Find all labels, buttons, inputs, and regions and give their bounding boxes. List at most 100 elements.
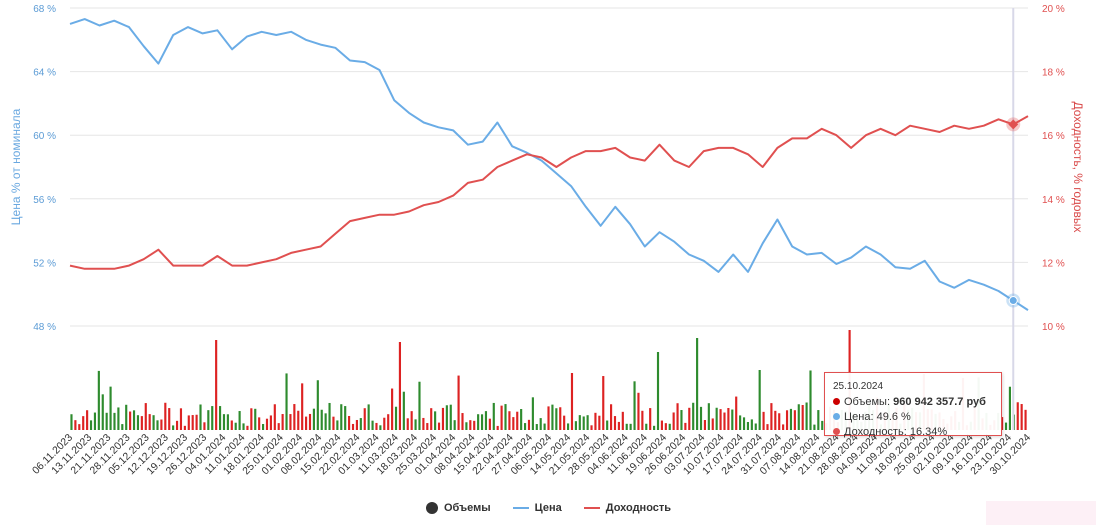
- volume-bar: [332, 416, 335, 430]
- volume-bar: [250, 408, 253, 430]
- volume-bar: [461, 413, 464, 430]
- volume-bar: [754, 423, 757, 430]
- volume-bar: [437, 422, 441, 430]
- volume-bar: [578, 415, 581, 430]
- y-right-tick-label: 14 %: [1042, 195, 1065, 206]
- volume-bar: [351, 423, 355, 430]
- yield-hover-marker: [1008, 119, 1019, 130]
- volume-bar: [258, 417, 261, 430]
- volume-bar: [277, 423, 280, 430]
- volume-bar: [1016, 402, 1019, 430]
- volume-bar: [520, 409, 523, 430]
- tooltip-volume-value: 960 942 357.7 руб: [893, 396, 986, 408]
- yield-line: [69, 115, 1029, 270]
- volume-bar: [531, 397, 534, 430]
- legend-label-volume: Объемы: [443, 502, 491, 514]
- volume-bar: [742, 417, 746, 430]
- volume-bar: [613, 416, 617, 430]
- volume-bar: [387, 414, 390, 430]
- volume-bar: [234, 422, 237, 430]
- volume-bar: [301, 383, 304, 430]
- volume-bar: [707, 403, 710, 430]
- volume-bar: [1004, 422, 1008, 430]
- volume-bar: [477, 414, 480, 430]
- volume-bar: [363, 408, 366, 430]
- volume-bar: [375, 422, 378, 430]
- volume-bar: [813, 424, 816, 430]
- volume-bar: [172, 425, 175, 430]
- y-left-tick-label: 68 %: [33, 4, 56, 15]
- y-left-tick-label: 52 %: [33, 258, 56, 269]
- legend-item-price[interactable]: Цена: [512, 502, 562, 514]
- volume-bar: [598, 415, 601, 430]
- y-left-tick-label: 60 %: [33, 131, 56, 142]
- legend-item-volume[interactable]: Объемы: [425, 502, 491, 514]
- volume-bar: [74, 420, 77, 430]
- y-left-tick-label: 48 %: [33, 322, 56, 333]
- volume-bar: [645, 423, 648, 430]
- volume-bar: [187, 415, 190, 430]
- volume-bar: [434, 411, 437, 430]
- volume-bar: [152, 415, 155, 430]
- y-right-tick-label: 10 %: [1042, 322, 1065, 333]
- volume-bar: [817, 410, 820, 430]
- volume-bar: [136, 415, 140, 430]
- volume-bar: [633, 381, 636, 430]
- volume-bar: [269, 415, 272, 430]
- volume-bar: [457, 375, 460, 430]
- volume-bar: [664, 423, 667, 430]
- y-right-tick-label: 16 %: [1042, 131, 1065, 142]
- volume-bar: [582, 416, 585, 430]
- volume-bar: [246, 425, 249, 430]
- volume-bar: [473, 420, 476, 430]
- y-left-tick-label: 64 %: [33, 68, 56, 79]
- volume-bar: [1001, 417, 1004, 430]
- volume-bar: [801, 405, 804, 430]
- volume-bar: [426, 423, 429, 430]
- volume-bar: [469, 420, 472, 430]
- chart-tooltip: 25.10.2024 Объемы: 960 942 357.7 руб Цен…: [824, 372, 1002, 438]
- volume-bar: [367, 404, 370, 430]
- volume-bar: [226, 414, 229, 430]
- corner-box: [986, 501, 1096, 525]
- volume-bar: [129, 411, 132, 430]
- volume-bar: [441, 407, 445, 430]
- volume-bar: [676, 403, 679, 430]
- volume-bar: [402, 391, 405, 430]
- volume-bar: [238, 411, 241, 430]
- volume-bar: [750, 419, 753, 430]
- volume-bar: [543, 423, 546, 430]
- volume-bar: [809, 370, 812, 430]
- volume-bar: [559, 407, 562, 430]
- yield-line-icon: [583, 507, 600, 509]
- volume-bar: [660, 420, 663, 430]
- volume-bar: [539, 418, 542, 430]
- volume-bar: [70, 414, 73, 430]
- volume-bar: [699, 406, 703, 430]
- volume-bar: [535, 424, 538, 430]
- legend-label-price: Цена: [534, 502, 562, 514]
- volume-bar: [93, 412, 97, 430]
- volume-bar: [254, 408, 257, 430]
- volume-bar: [715, 407, 718, 430]
- volume-dot-icon: [833, 397, 840, 405]
- tooltip-price-value: 49.6 %: [876, 411, 911, 423]
- volume-bar: [680, 410, 683, 430]
- volume-bar: [516, 411, 519, 430]
- volume-bar: [805, 402, 808, 430]
- volume-bar: [215, 340, 218, 430]
- volume-bar: [89, 420, 93, 430]
- volume-bar: [379, 425, 382, 430]
- volume-bar: [668, 423, 671, 430]
- volume-bar: [320, 409, 323, 430]
- volume-bar: [406, 418, 409, 430]
- tooltip-price-label: Цена:: [844, 411, 874, 423]
- volume-bar: [394, 406, 398, 430]
- legend-item-yield[interactable]: Доходность: [583, 502, 671, 514]
- volume-bar: [727, 407, 730, 430]
- y-right-axis-title: Доходность, % годовых: [1071, 102, 1085, 233]
- volume-bar: [86, 410, 89, 430]
- volume-dot-icon: [425, 502, 438, 514]
- volume-bar: [797, 404, 800, 430]
